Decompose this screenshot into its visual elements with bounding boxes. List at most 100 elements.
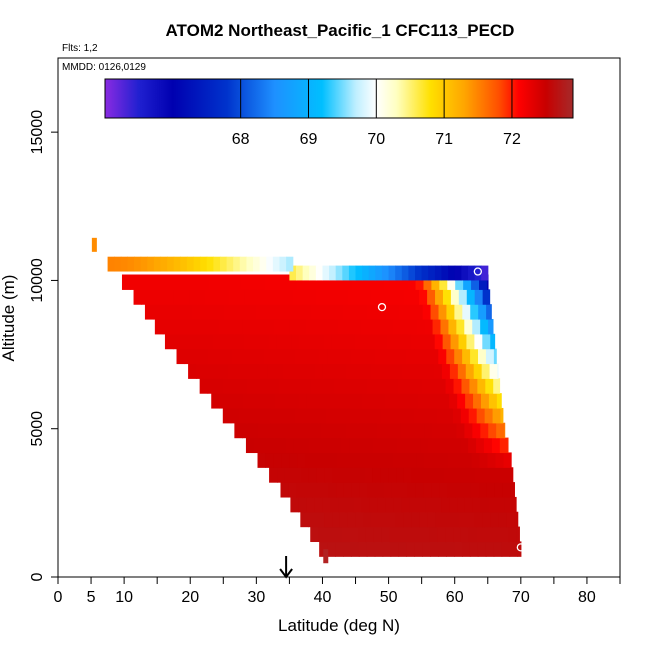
curtain-cell — [263, 304, 273, 320]
curtain-cell — [339, 511, 349, 528]
curtain-cell — [471, 274, 480, 290]
curtain-cell — [298, 393, 308, 409]
curtain-cell — [303, 304, 313, 320]
curtain-cell — [447, 274, 456, 290]
curtain-cell — [263, 378, 272, 394]
curtain-cell — [480, 393, 490, 409]
x-tick-label: 40 — [314, 589, 332, 606]
x-tick-label: 30 — [247, 589, 265, 606]
curtain-cell — [457, 363, 467, 379]
curtain-cell — [421, 526, 430, 543]
curtain-cell — [448, 318, 457, 335]
curtain-cell — [232, 348, 241, 365]
curtain-cell — [282, 393, 292, 409]
curtain-cell — [358, 541, 368, 557]
curtain-cell — [418, 363, 427, 379]
curtain-cell — [484, 407, 494, 424]
curtain-cell — [408, 422, 418, 439]
curtain-cell — [445, 526, 454, 543]
curtain-cell — [377, 422, 386, 439]
curtain-cell — [464, 422, 473, 439]
curtain-cell — [493, 378, 501, 394]
curtain-cell — [437, 378, 447, 394]
curtain-cell — [121, 274, 131, 290]
curtain-cell — [186, 256, 195, 272]
curtain-cell — [480, 496, 490, 513]
curtain-cell — [375, 304, 384, 320]
curtain-cell — [279, 256, 287, 272]
curtain-cell — [347, 511, 357, 528]
curtain-cell — [482, 333, 491, 350]
curtain-cell — [172, 333, 182, 350]
curtain-cell — [344, 452, 354, 468]
curtain-cell — [400, 422, 410, 439]
curtain-cell — [405, 407, 414, 424]
curtain-cell — [465, 363, 475, 379]
curtain-cell — [413, 526, 422, 543]
curtain-cell — [258, 422, 267, 439]
curtain-cell — [355, 333, 364, 350]
curtain-cell — [161, 274, 171, 290]
curtain-cell — [377, 496, 387, 513]
sample-marker — [473, 267, 482, 276]
curtain-cell — [387, 333, 396, 350]
curtain-cell — [421, 378, 431, 394]
curtain-cell — [302, 378, 312, 394]
curtain-cell — [429, 407, 438, 424]
x-axis: 0 5 10 20 30 40 50 60 70 80 — [54, 577, 621, 606]
curtain-cell — [399, 482, 409, 498]
curtain-cell — [334, 526, 343, 543]
curtain-cell — [248, 304, 257, 320]
curtain-cell — [215, 378, 225, 394]
curtain-cell — [428, 437, 437, 454]
curtain-cell — [329, 422, 339, 439]
curtain-cell — [339, 333, 349, 350]
curtain-cell — [259, 363, 269, 379]
curtain-cell — [394, 363, 403, 379]
curtain-cell — [313, 318, 323, 335]
curtain-cell — [485, 348, 495, 365]
curtain-cell — [458, 333, 468, 350]
flights-note: Flts: 1,2 — [62, 43, 98, 54]
curtain-cell — [287, 304, 297, 320]
x-axis-label: Latitude (deg N) — [278, 616, 400, 635]
curtain-cell — [227, 393, 236, 409]
curtain-cell — [459, 511, 468, 528]
curtain-cell — [401, 496, 411, 513]
curtain-cell — [266, 393, 276, 409]
x-tick-label: 10 — [115, 589, 133, 606]
curtain-cell — [266, 422, 275, 439]
curtain-cell — [305, 318, 315, 335]
curtain-cell — [238, 407, 248, 424]
colorbar-tick-label: 72 — [503, 131, 521, 148]
curtain-cell — [310, 378, 320, 394]
curtain-cell — [268, 289, 277, 305]
curtain-cell — [363, 289, 373, 305]
curtain-cell — [460, 526, 470, 543]
curtain-cell — [297, 452, 306, 468]
curtain-cell — [324, 511, 333, 528]
curtain-cell — [208, 348, 217, 365]
curtain-cell — [366, 541, 376, 557]
curtain-cell — [464, 496, 474, 513]
curtain-cell — [336, 482, 345, 498]
sample-marker — [323, 549, 329, 564]
curtain-cell — [271, 348, 281, 365]
curtain-cell — [481, 265, 489, 281]
curtain-cell — [349, 437, 358, 454]
y-tick-label: 10000 — [29, 258, 46, 303]
curtain-cell — [211, 393, 220, 409]
curtain-cell — [247, 378, 256, 394]
curtain-cell — [240, 274, 250, 290]
curtain-cell — [398, 541, 408, 557]
curtain-cell — [231, 378, 240, 394]
curtain-cell — [391, 274, 401, 290]
curtain-cell — [365, 526, 375, 543]
curtain-cell — [328, 274, 337, 290]
curtain-cell — [455, 482, 464, 498]
curtain-cell — [353, 318, 362, 335]
curtain-cell — [242, 422, 251, 439]
curtain-cell — [419, 511, 428, 528]
curtain-cell — [355, 265, 363, 281]
sample-marker — [91, 237, 97, 252]
